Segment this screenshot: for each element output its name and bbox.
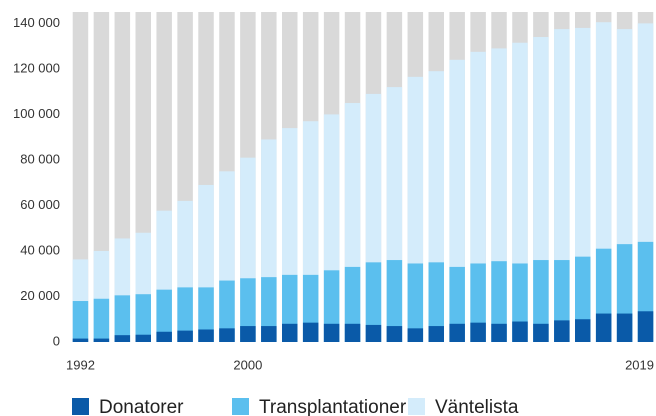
y-tick-label: 40 000 — [20, 242, 60, 257]
y-tick-label: 120 000 — [13, 60, 60, 75]
legend-swatch — [72, 398, 89, 415]
bar — [365, 262, 382, 342]
bar — [198, 329, 214, 342]
bar — [449, 323, 465, 342]
bar — [365, 324, 382, 342]
bar — [282, 323, 298, 342]
bar — [219, 328, 235, 342]
bar — [637, 311, 654, 342]
bar — [72, 338, 89, 342]
x-tick-label: 2000 — [233, 357, 262, 372]
bar — [512, 321, 528, 342]
bar — [344, 323, 361, 342]
bar — [554, 320, 570, 342]
bar — [470, 263, 486, 342]
legend-label: Transplantationer — [259, 397, 407, 416]
bar — [344, 266, 361, 342]
bar — [323, 323, 340, 342]
bar — [386, 326, 403, 342]
bar — [533, 323, 549, 342]
y-tick-label: 140 000 — [13, 15, 60, 30]
bar — [302, 322, 319, 342]
bar — [616, 313, 633, 342]
bar — [261, 326, 277, 342]
bar — [407, 328, 424, 342]
legend-label: Väntelista — [435, 397, 519, 416]
bar — [114, 295, 131, 342]
bar — [72, 301, 89, 342]
y-tick-label: 80 000 — [20, 151, 60, 166]
bar — [595, 313, 612, 342]
bar — [93, 298, 110, 342]
bar — [219, 280, 235, 342]
bar — [135, 334, 151, 342]
bar — [114, 335, 131, 342]
bar — [449, 266, 465, 342]
y-tick-label: 0 — [53, 333, 60, 348]
bar — [261, 277, 277, 342]
bar — [240, 326, 256, 342]
legend-swatch — [408, 398, 425, 415]
bar — [156, 331, 172, 342]
bar — [177, 330, 193, 342]
y-tick-label: 100 000 — [13, 106, 60, 121]
bar — [491, 323, 507, 342]
x-tick-label: 1992 — [66, 357, 95, 372]
y-tick-label: 20 000 — [20, 288, 60, 303]
bar — [428, 326, 444, 342]
bar — [156, 289, 172, 342]
legend: Donatorer Transplantationer Väntelista — [72, 397, 519, 416]
bar — [491, 261, 507, 342]
bar — [386, 260, 403, 342]
bar — [407, 263, 424, 342]
legend-label: Donatorer — [99, 397, 184, 416]
x-tick-label: 2019 — [625, 357, 654, 372]
bar — [533, 260, 549, 342]
bar — [93, 338, 110, 342]
bar — [198, 287, 214, 342]
bar — [470, 322, 486, 342]
bar — [135, 294, 151, 342]
legend-swatch — [232, 398, 249, 415]
bar — [177, 287, 193, 342]
y-tick-label: 60 000 — [20, 197, 60, 212]
bar — [575, 319, 591, 342]
bar — [428, 262, 444, 342]
